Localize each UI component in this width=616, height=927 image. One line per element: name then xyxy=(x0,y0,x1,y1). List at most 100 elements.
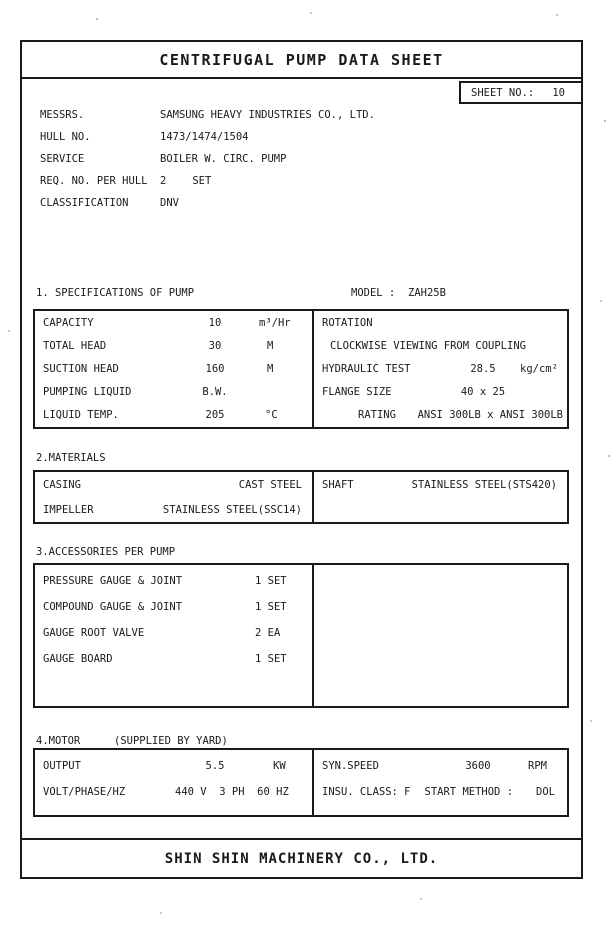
rating-label: RATING xyxy=(358,409,396,422)
motor-row-insulation: INSU. CLASS: F START METHOD : DOL xyxy=(314,779,567,805)
rotation-label: ROTATION xyxy=(322,316,373,329)
footer-company-bar: SHIN SHIN MACHINERY CO., LTD. xyxy=(22,838,581,877)
compound-gauge-label: COMPOUND GAUGE & JOINT xyxy=(43,601,183,613)
spec-row-pumping-liquid: PUMPING LIQUID B.W. xyxy=(35,381,312,404)
rating-value: ANSI 300LB x ANSI 300LB xyxy=(417,409,563,422)
document-title: CENTRIFUGAL PUMP DATA SHEET xyxy=(159,50,444,69)
sheet-no-label: SHEET NO.: xyxy=(471,86,535,99)
spec-table: CAPACITY 10 m³/Hr TOTAL HEAD 30 M SUCTIO… xyxy=(33,309,569,429)
info-row-hull-no: HULL NO. 1473/1474/1504 xyxy=(40,126,571,148)
spec-row-hydraulic-test: HYDRAULIC TEST 28.5 kg/cm² xyxy=(314,357,567,380)
hydraulic-test-unit: kg/cm² xyxy=(520,363,558,375)
hydraulic-test-value: 28.5 xyxy=(470,363,496,375)
accessories-table: PRESSURE GAUGE & JOINT 1 SET COMPOUND GA… xyxy=(33,563,569,708)
syn-speed-label: SYN.SPEED xyxy=(322,760,379,772)
accessories-row-gauge-root-valve: GAUGE ROOT VALVE 2 EA xyxy=(35,620,312,646)
materials-row-shaft: SHAFT STAINLESS STEEL(STS420) xyxy=(314,472,567,497)
spec-row-rotation-note: CLOCKWISE VIEWING FROM COUPLING xyxy=(314,334,567,357)
hull-no-value: 1473/1474/1504 xyxy=(160,131,249,143)
spec-row-suction-head: SUCTION HEAD 160 M xyxy=(35,357,312,380)
total-head-value: 30 xyxy=(208,339,222,352)
spec-row-total-head: TOTAL HEAD 30 M xyxy=(35,334,312,357)
gauge-board-label: GAUGE BOARD xyxy=(43,653,113,665)
spec-row-rating: RATING ANSI 300LB x ANSI 300LB xyxy=(314,404,567,427)
materials-row-casing: CASING CAST STEEL xyxy=(35,472,312,497)
hull-no-label: HULL NO. xyxy=(40,131,91,143)
motor-heading-text: 4.MOTOR xyxy=(36,735,81,747)
output-label: OUTPUT xyxy=(43,760,81,772)
syn-speed-value: 3600 xyxy=(465,760,491,772)
spec-heading-text: 1. SPECIFICATIONS OF PUMP xyxy=(36,287,195,299)
motor-row-syn-speed: SYN.SPEED 3600 RPM xyxy=(314,753,567,779)
info-row-service: SERVICE BOILER W. CIRC. PUMP xyxy=(40,148,571,170)
materials-table-left: CASING CAST STEEL IMPELLER STAINLESS STE… xyxy=(35,472,314,522)
capacity-unit: m³/Hr xyxy=(259,316,291,329)
classification-label: CLASSIFICATION xyxy=(40,197,129,209)
shaft-label: SHAFT xyxy=(322,478,354,491)
impeller-label: IMPELLER xyxy=(43,503,94,516)
motor-table-left: OUTPUT 5.5 KW VOLT/PHASE/HZ 440 V 3 PH 6… xyxy=(35,750,314,815)
flange-size-label: FLANGE SIZE xyxy=(322,386,392,399)
pumping-liquid-value: B.W. xyxy=(202,386,228,399)
materials-table: CASING CAST STEEL IMPELLER STAINLESS STE… xyxy=(33,470,569,524)
capacity-label: CAPACITY xyxy=(43,316,94,329)
classification-value: DNV xyxy=(160,197,179,209)
compound-gauge-qty: 1 SET xyxy=(255,601,287,613)
volt-value: 440 V 3 PH 60 HZ xyxy=(175,786,289,798)
total-head-label: TOTAL HEAD xyxy=(43,339,107,352)
casing-value: CAST STEEL xyxy=(238,478,302,491)
req-no-unit: SET xyxy=(192,175,212,187)
casing-label: CASING xyxy=(43,478,81,491)
model-label: MODEL : xyxy=(351,287,396,299)
capacity-value: 10 xyxy=(208,316,222,329)
sheet-no-box: SHEET NO.: 10 xyxy=(459,81,583,104)
syn-speed-unit: RPM xyxy=(528,760,547,772)
motor-row-output: OUTPUT 5.5 KW xyxy=(35,753,312,779)
spec-section-heading: 1. SPECIFICATIONS OF PUMP MODEL : ZAH25B xyxy=(36,286,571,300)
spec-row-liquid-temp: LIQUID TEMP. 205 °C xyxy=(35,404,312,427)
accessories-row-gauge-board: GAUGE BOARD 1 SET xyxy=(35,646,312,672)
hydraulic-test-label: HYDRAULIC TEST xyxy=(322,363,411,375)
motor-heading-note: (SUPPLIED BY YARD) xyxy=(114,735,228,747)
spec-row-rotation: ROTATION xyxy=(314,311,567,334)
header-info-block: MESSRS. SAMSUNG HEAVY INDUSTRIES CO., LT… xyxy=(40,104,571,214)
materials-row-impeller: IMPELLER STAINLESS STEEL(SSC14) xyxy=(35,497,312,522)
total-head-unit: M xyxy=(267,339,274,352)
info-row-req-no: REQ. NO. PER HULL 2 SET xyxy=(40,170,571,192)
motor-table: OUTPUT 5.5 KW VOLT/PHASE/HZ 440 V 3 PH 6… xyxy=(33,748,569,817)
accessories-heading-text: 3.ACCESSORIES PER PUMP xyxy=(36,546,176,558)
accessories-section-heading: 3.ACCESSORIES PER PUMP xyxy=(36,545,571,559)
footer-company-name: SHIN SHIN MACHINERY CO., LTD. xyxy=(164,850,439,867)
flange-size-value: 40 x 25 xyxy=(460,386,506,399)
info-row-classification: CLASSIFICATION DNV xyxy=(40,192,571,214)
insu-class-label: INSU. CLASS: F xyxy=(322,786,411,798)
materials-table-right: SHAFT STAINLESS STEEL(STS420) xyxy=(314,472,567,522)
liquid-temp-label: LIQUID TEMP. xyxy=(43,409,119,422)
liquid-temp-unit: °C xyxy=(265,409,278,422)
service-label: SERVICE xyxy=(40,153,85,165)
suction-head-unit: M xyxy=(267,363,274,375)
spec-row-flange-size: FLANGE SIZE 40 x 25 xyxy=(314,381,567,404)
materials-section-heading: 2.MATERIALS xyxy=(36,451,571,465)
shaft-value: STAINLESS STEEL(STS420) xyxy=(411,478,557,491)
start-method-value: DOL xyxy=(536,786,555,798)
suction-head-value: 160 xyxy=(205,363,225,375)
pressure-gauge-qty: 1 SET xyxy=(255,575,287,587)
volt-label: VOLT/PHASE/HZ xyxy=(43,786,126,798)
messrs-label: MESSRS. xyxy=(40,109,85,121)
accessories-row-compound-gauge: COMPOUND GAUGE & JOINT 1 SET xyxy=(35,594,312,620)
sheet-no-value: 10 xyxy=(552,86,565,99)
sheet-border: CENTRIFUGAL PUMP DATA SHEET SHEET NO.: 1… xyxy=(20,40,583,879)
req-no-value: 2 xyxy=(160,175,167,187)
spec-table-left: CAPACITY 10 m³/Hr TOTAL HEAD 30 M SUCTIO… xyxy=(35,311,314,427)
accessories-row-pressure-gauge: PRESSURE GAUGE & JOINT 1 SET xyxy=(35,568,312,594)
motor-row-volt: VOLT/PHASE/HZ 440 V 3 PH 60 HZ xyxy=(35,779,312,805)
materials-heading-text: 2.MATERIALS xyxy=(36,452,106,464)
info-row-messrs: MESSRS. SAMSUNG HEAVY INDUSTRIES CO., LT… xyxy=(40,104,571,126)
liquid-temp-value: 205 xyxy=(205,409,225,422)
materials-row-empty xyxy=(314,497,567,522)
scan-noise xyxy=(0,0,2,2)
messrs-value: SAMSUNG HEAVY INDUSTRIES CO., LTD. xyxy=(160,109,375,121)
service-value: BOILER W. CIRC. PUMP xyxy=(160,153,287,165)
